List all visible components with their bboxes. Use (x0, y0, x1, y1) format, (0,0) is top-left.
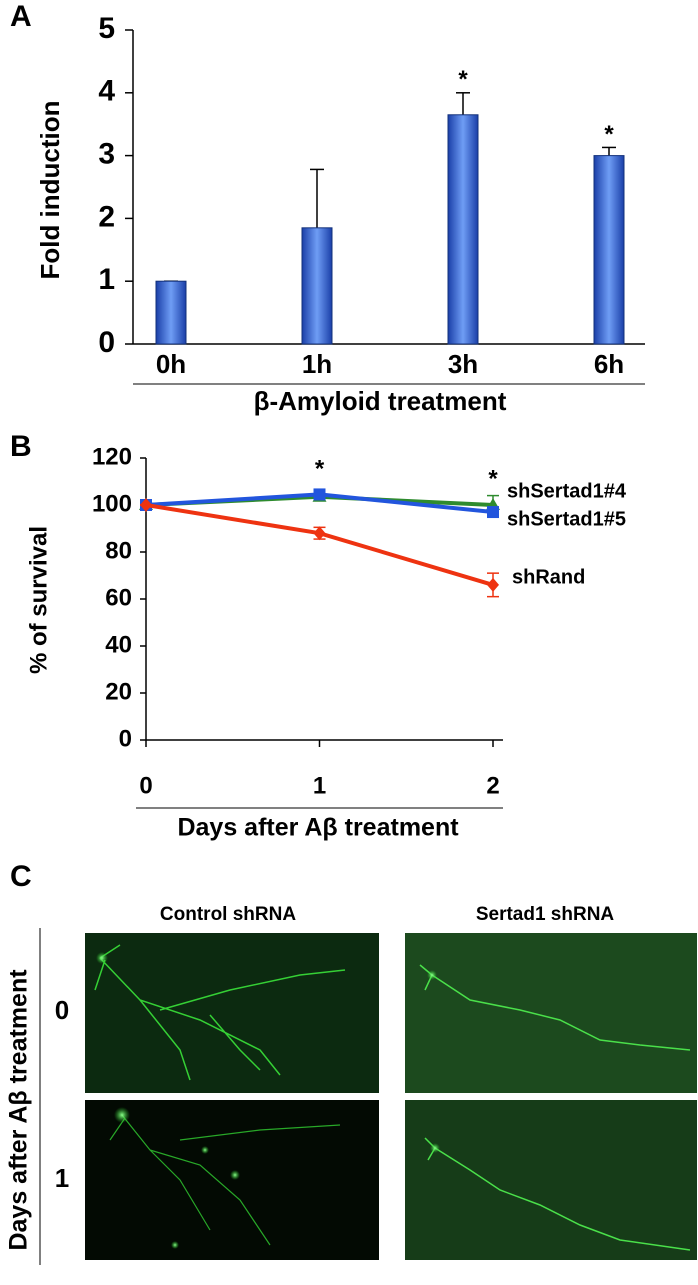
series-line (145, 503, 494, 587)
panel-label: A (10, 0, 32, 33)
legend-label: shSertad1#5 (507, 508, 626, 530)
marker (313, 488, 326, 501)
y-tick-label: 3 (98, 138, 115, 171)
marker (140, 498, 152, 512)
x-tick-label: 1h (302, 349, 332, 379)
column-header: Sertad1 shRNA (476, 904, 615, 925)
bar (447, 114, 479, 345)
y-tick-label: 100 (92, 490, 132, 517)
y-tick-label: 20 (105, 678, 132, 705)
micrograph (405, 1100, 697, 1260)
marker (487, 577, 499, 592)
x-tick-label: 3h (448, 349, 478, 379)
annotation: * (315, 455, 325, 482)
bar (593, 155, 625, 345)
y-tick-label: 80 (105, 537, 132, 564)
y-tick-label: 60 (105, 584, 132, 611)
row-axis-label: Days after Aβ treatment (5, 969, 33, 1251)
bar (301, 227, 333, 345)
y-tick-label: 5 (98, 12, 115, 45)
column-header: Control shRNA (160, 904, 296, 925)
y-tick-label: 0 (98, 326, 115, 359)
y-tick-label: 4 (98, 75, 115, 108)
x-tick-label: 1 (313, 772, 326, 799)
legend-label: shSertad1#4 (507, 480, 627, 502)
marker (487, 506, 499, 519)
y-tick-label: 1 (98, 263, 115, 296)
marker (313, 526, 326, 541)
panel-label: B (10, 430, 32, 463)
micrograph (85, 1100, 379, 1260)
y-axis-label: Fold induction (35, 100, 65, 279)
y-tick-label: 2 (98, 200, 115, 233)
x-tick-label: 2 (486, 772, 499, 799)
row-label: 1 (55, 1163, 69, 1193)
x-axis-label: Days after Aβ treatment (177, 814, 459, 842)
annotation: * (488, 465, 498, 492)
row-label: 0 (55, 995, 69, 1025)
annotation: * (458, 66, 468, 93)
y-axis-label: % of survival (25, 526, 52, 674)
y-tick-label: 120 (92, 443, 132, 470)
legend-label: shRand (512, 566, 585, 588)
x-tick-label: 6h (594, 349, 624, 379)
bar (155, 280, 187, 345)
y-tick-label: 0 (119, 725, 132, 752)
x-tick-label: 0h (156, 349, 186, 379)
x-tick-label: 0 (139, 772, 152, 799)
x-axis-label: β-Amyloid treatment (254, 386, 507, 416)
micrograph (85, 933, 379, 1093)
annotation: * (604, 121, 614, 148)
micrograph (405, 933, 697, 1093)
panel-label: C (10, 860, 32, 893)
y-tick-label: 40 (105, 631, 132, 658)
